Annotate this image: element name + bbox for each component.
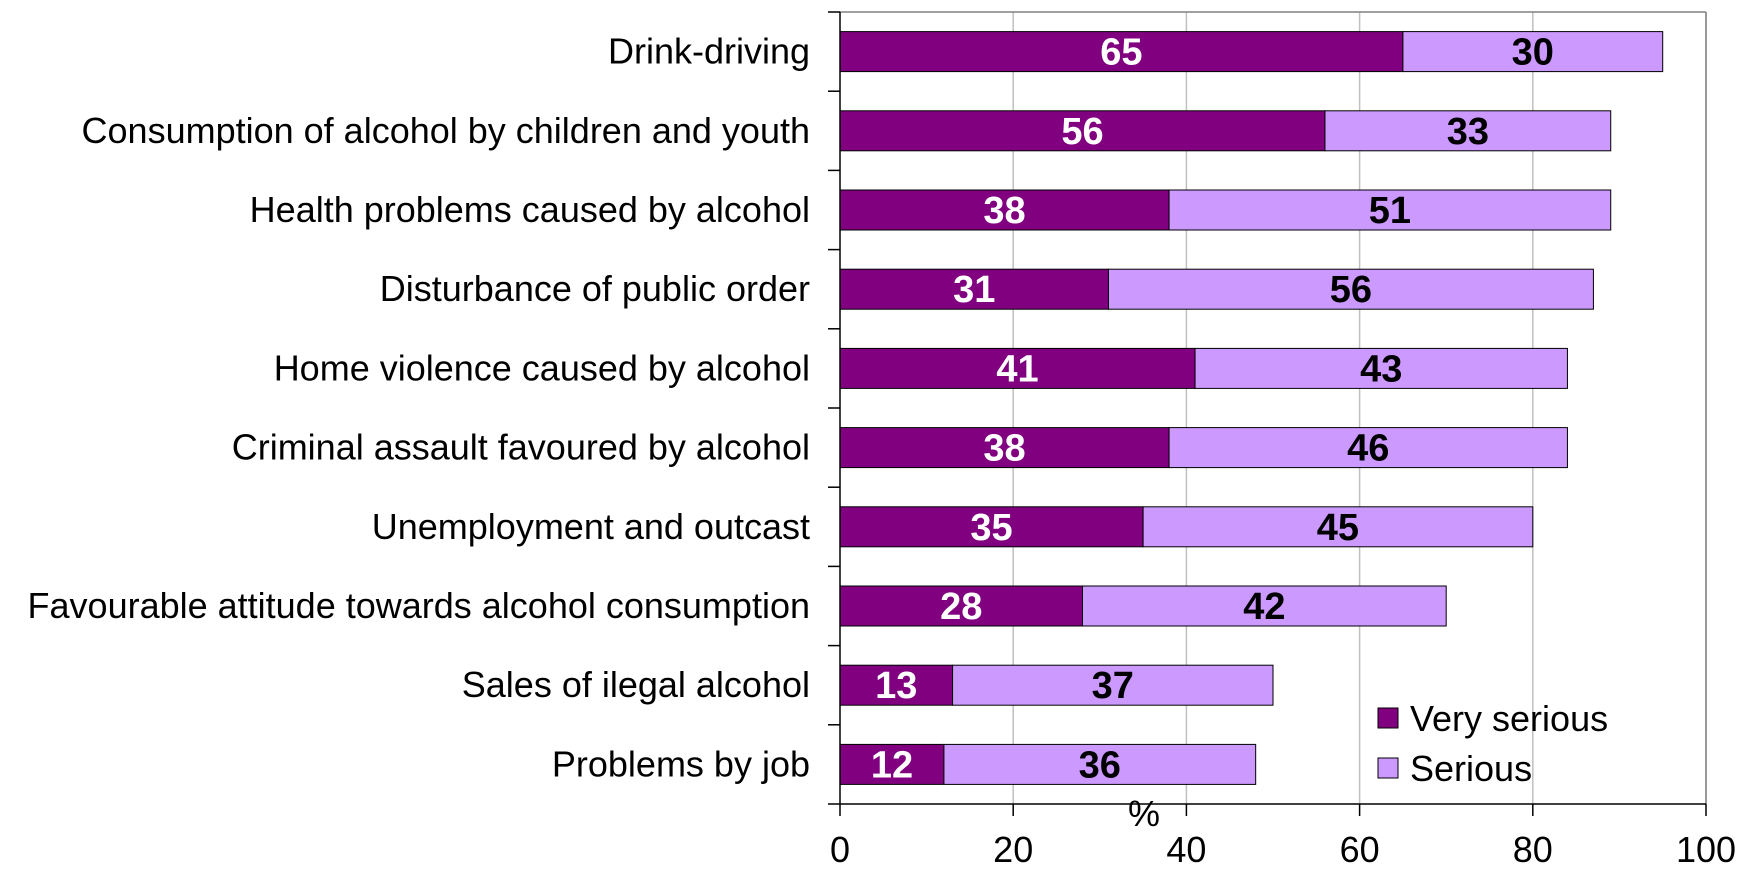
category-label: Favourable attitude towards alcohol cons… <box>28 585 810 626</box>
x-tick-label: 0 <box>830 829 850 870</box>
data-labels: 65 30 56 33 38 51 31 56 41 43 38 46 35 45 28 42 13 37 12 36 <box>871 32 1554 787</box>
category-label: Disturbance of public order <box>380 268 810 309</box>
bar-serious <box>1194 347 1568 389</box>
x-tick-label: 80 <box>1513 829 1553 870</box>
data-label: 56 <box>1330 269 1372 311</box>
legend: Very serious Serious <box>1377 698 1608 789</box>
data-label: 13 <box>875 665 917 707</box>
bar-very-serious <box>839 110 1326 152</box>
data-label: 33 <box>1447 111 1489 153</box>
data-label: 43 <box>1360 348 1402 390</box>
category-label: Consumption of alcohol by children and y… <box>82 110 810 151</box>
bar-very-serious <box>839 585 1083 627</box>
x-axis-label: % <box>1128 793 1160 834</box>
data-label: 45 <box>1317 507 1359 549</box>
data-label: 37 <box>1092 665 1134 707</box>
bar-very-serious <box>839 268 1109 310</box>
bar-very-serious <box>839 664 954 706</box>
data-label: 38 <box>983 190 1025 232</box>
x-tick-label: 100 <box>1676 829 1736 870</box>
category-labels: Drink-driving Consumption of alcohol by c… <box>28 31 810 785</box>
bar-serious <box>1168 189 1612 231</box>
bar-serious <box>1324 110 1612 152</box>
bars <box>839 31 1664 785</box>
bar-serious <box>1081 585 1447 627</box>
category-label: Unemployment and outcast <box>372 506 810 547</box>
bar-very-serious <box>839 427 1170 469</box>
data-label: 31 <box>953 269 995 311</box>
bar-serious <box>1168 427 1568 469</box>
bar-serious <box>1142 506 1534 548</box>
bar-very-serious <box>839 31 1404 73</box>
legend-swatch <box>1377 707 1399 729</box>
bar-serious <box>943 743 1257 785</box>
data-label: 56 <box>1061 111 1103 153</box>
axes <box>828 11 1707 816</box>
bar-serious <box>1402 31 1664 73</box>
category-label: Home violence caused by alcohol <box>274 347 810 388</box>
bar-very-serious <box>839 189 1170 231</box>
data-label: 51 <box>1369 190 1411 232</box>
legend-label: Serious <box>1410 748 1532 789</box>
bar-very-serious <box>839 347 1196 389</box>
data-label: 42 <box>1243 586 1285 628</box>
x-tick-labels: 0 20 40 60 80 100 <box>830 829 1736 870</box>
category-label: Sales of ilegal alcohol <box>462 664 810 705</box>
data-label: 30 <box>1512 32 1554 74</box>
category-label: Criminal assault favoured by alcohol <box>232 427 810 468</box>
bar-serious <box>952 664 1274 706</box>
x-tick-label: 40 <box>1166 829 1206 870</box>
bar-serious <box>1107 268 1594 310</box>
data-label: 36 <box>1079 744 1121 786</box>
data-label: 28 <box>940 586 982 628</box>
data-label: 35 <box>970 507 1012 549</box>
category-label: Problems by job <box>552 743 810 784</box>
data-label: 12 <box>871 744 913 786</box>
data-label: 38 <box>983 428 1025 470</box>
x-tick-label: 60 <box>1340 829 1380 870</box>
category-label: Health problems caused by alcohol <box>250 189 810 230</box>
data-label: 41 <box>996 348 1038 390</box>
x-tick-label: 20 <box>993 829 1033 870</box>
data-label: 65 <box>1100 32 1142 74</box>
data-label: 46 <box>1347 428 1389 470</box>
legend-swatch <box>1377 757 1399 779</box>
legend-label: Very serious <box>1410 698 1608 739</box>
category-label: Drink-driving <box>608 31 810 72</box>
bar-very-serious <box>839 743 945 785</box>
